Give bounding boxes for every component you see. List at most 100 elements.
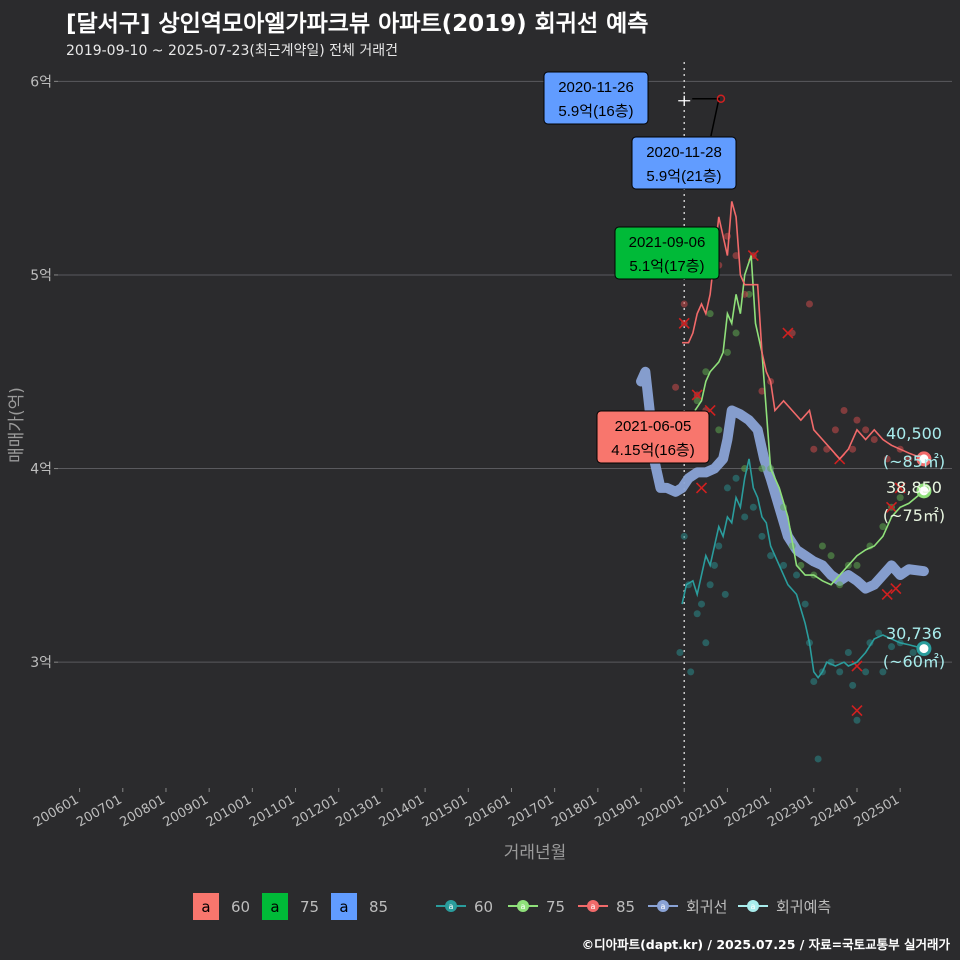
- x-tick-label: 201601: [463, 792, 513, 830]
- regression-line: [636, 366, 929, 594]
- x-axis-title: 거래년월: [504, 843, 567, 863]
- transaction-cross: [678, 317, 690, 329]
- annotation-2020-11-28: 2020-11-28 5.9억(21층): [631, 136, 737, 190]
- x-tick-label: 201301: [333, 792, 383, 830]
- scatter-point-s60: [710, 561, 718, 569]
- annotation-date: 2020-11-28: [646, 144, 722, 161]
- series-line-60: [681, 458, 925, 679]
- end-point-s75: [916, 483, 932, 499]
- scatter-point-s60: [721, 590, 729, 598]
- transaction-cross: [691, 389, 703, 401]
- scatter-point-s60: [875, 629, 883, 637]
- scatter-point-s60: [732, 474, 740, 482]
- x-tick-label: 201801: [549, 792, 599, 830]
- chart-title: [달서구] 상인역모아엘가파크뷰 아파트(2019) 회귀선 예측: [66, 11, 649, 37]
- x-tick-label: 200901: [161, 792, 211, 830]
- legend: a 60 a 75 a 85 a 60 a 75 a 85 a 회귀선 a 회귀예측: [193, 893, 831, 920]
- annotation-price: 4.15억(16층): [611, 442, 694, 459]
- x-tick-label: 202501: [852, 792, 902, 830]
- scatter-point-s60: [780, 561, 788, 569]
- y-tick-label: 4억: [30, 462, 52, 478]
- legend-line-dot: [517, 900, 529, 912]
- scatter-point-s60: [702, 639, 710, 647]
- scatter-point-s85: [870, 436, 878, 444]
- transaction-cross: [894, 482, 906, 494]
- x-tick-label: 202201: [722, 792, 772, 830]
- scatter-point-s60: [715, 542, 723, 550]
- legend-box-glyph: a: [270, 898, 279, 916]
- annotation-date: 2020-11-26: [558, 79, 634, 96]
- annotation-2021-06-05: 2021-06-05 4.15억(16층): [596, 410, 710, 464]
- credit-text: ©디아파트(dapt.kr) / 2025.07.25 / 자료=국토교통부 실…: [581, 937, 950, 952]
- legend-box: [262, 893, 288, 920]
- end-value-label: 30,736: [886, 624, 942, 643]
- end-area-label: (~75㎡): [883, 506, 945, 525]
- scatter-point-s60: [801, 600, 809, 608]
- scatter-point-s75: [706, 310, 714, 318]
- x-tick-label: 202101: [679, 792, 729, 830]
- scatter-point-s85: [672, 383, 680, 391]
- annotation-box: [596, 410, 710, 464]
- scatter-point-s60: [698, 600, 706, 608]
- annotation-date: 2021-09-06: [629, 234, 706, 251]
- legend-line-label: 85: [616, 898, 635, 916]
- scatter-point-s85: [840, 406, 848, 414]
- annotation-box: [614, 226, 720, 280]
- scatter-point-s75: [715, 426, 723, 434]
- legend-line-glyph: a: [521, 902, 526, 911]
- x-tick-label: 201101: [247, 792, 297, 830]
- scatter-point-s85: [883, 455, 891, 463]
- end-area-label: (~60㎡): [883, 652, 945, 671]
- chart-subtitle: 2019-09-10 ~ 2025-07-23(최근계약일) 전체 거래건: [66, 43, 398, 59]
- legend-box-label: 75: [300, 898, 319, 916]
- scatter-point-s60: [849, 681, 857, 689]
- scatter-point-s85: [849, 445, 857, 453]
- scatter-point-s60: [758, 532, 766, 540]
- scatter-point-s60: [793, 571, 801, 579]
- legend-box: [193, 893, 219, 920]
- legend-line-dot: [587, 900, 599, 912]
- scatter-point-s85: [810, 445, 818, 453]
- scatter-point-s60: [687, 668, 695, 676]
- scatter-point-s60: [866, 639, 874, 647]
- scatter-point-s75: [693, 397, 701, 405]
- scatter-point-s60: [810, 678, 818, 686]
- scatter-point-s60: [879, 668, 887, 676]
- legend-line-label: 회귀예측: [776, 898, 831, 916]
- scatter-point-s75: [732, 329, 740, 337]
- x-tick-label: 202301: [765, 792, 815, 830]
- scatter-point-s60: [853, 716, 861, 724]
- legend-box-glyph: a: [201, 898, 210, 916]
- scatter-point-s85: [853, 416, 861, 424]
- legend-line-dot: [657, 900, 669, 912]
- x-tick-label: 202401: [808, 792, 858, 830]
- annotation-2021-09-06: 2021-09-06 5.1억(17층): [614, 226, 720, 280]
- scatter-point-s85: [680, 300, 688, 308]
- scatter-point-s60: [909, 648, 917, 656]
- series-line-75: [694, 255, 925, 586]
- scatter-point-s60: [693, 610, 701, 618]
- scatter-point-s75: [896, 494, 904, 502]
- legend-line-label: 회귀선: [686, 898, 727, 916]
- transaction-cross: [695, 482, 708, 494]
- x-tick-label: 200601: [31, 792, 81, 830]
- scatter-point-s60: [836, 668, 844, 676]
- end-point-s85: [916, 451, 932, 467]
- y-axis-title: 매매가(억): [7, 387, 27, 463]
- legend-line-glyph: a: [751, 902, 756, 911]
- scatter-point-s75: [702, 368, 710, 376]
- scatter-point-s85: [758, 387, 766, 395]
- annotation-date: 2021-06-05: [615, 418, 692, 435]
- annotation-price: 5.1억(17층): [629, 258, 704, 275]
- y-tick-label: 5억: [30, 268, 52, 284]
- transaction-cross: [851, 704, 863, 717]
- legend-line-glyph: a: [449, 902, 454, 911]
- transaction-cross: [881, 588, 893, 600]
- transaction-cross: [890, 583, 902, 595]
- x-tick-label: 200701: [74, 792, 124, 830]
- legend-box-glyph: a: [339, 898, 348, 916]
- outlier-point: [716, 94, 726, 103]
- legend-line-dot: [445, 900, 457, 912]
- annotation-box: [543, 71, 649, 125]
